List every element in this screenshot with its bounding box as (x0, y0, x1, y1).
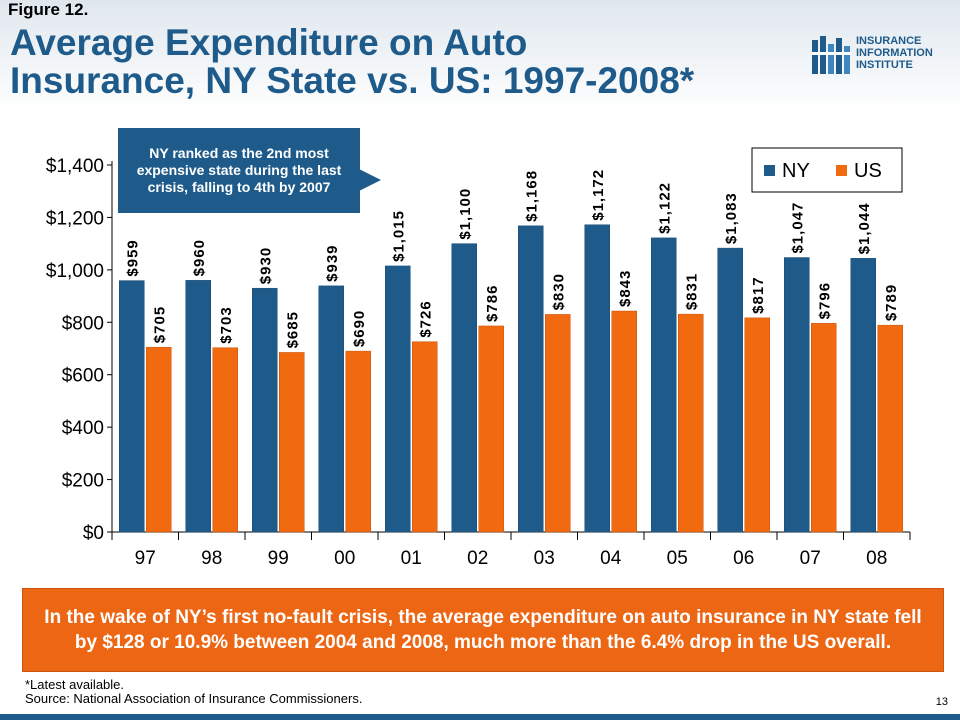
data-label-us: $726 (418, 300, 435, 337)
data-label-us: $831 (684, 273, 701, 310)
bar-chart: $0 $200 $400 $600 $800 $1,000 $1,200 $1,400 97 98… (46, 147, 911, 569)
x-tick-label: 99 (268, 548, 289, 569)
bar-us (611, 310, 637, 533)
data-label-ny: $939 (324, 244, 341, 281)
summary-box: In the wake of NY’s first no-fault crisi… (22, 588, 944, 672)
bar-us (478, 325, 504, 533)
bar-ny (584, 224, 610, 533)
x-tick-label: 05 (667, 548, 688, 569)
legend-swatch-us (836, 165, 847, 176)
y-tick-label: $1,200 (46, 208, 104, 229)
x-tick-label: 03 (534, 548, 555, 569)
data-label-ny: $1,083 (723, 192, 740, 244)
data-label-ny: $1,047 (790, 202, 807, 254)
x-tick-label: 02 (467, 548, 488, 569)
title-line-2: Insurance, NY State vs. US: 1997-2008* (10, 60, 695, 101)
legend-box (751, 147, 903, 193)
x-tick-label: 04 (600, 548, 622, 569)
bar-ny (717, 247, 743, 533)
footnote-latest: *Latest available. (25, 677, 125, 692)
bar-us (212, 347, 238, 533)
data-label-ny: $1,172 (590, 169, 607, 221)
y-tick-label: $800 (62, 313, 104, 334)
bar-ny (252, 287, 278, 533)
x-tick-label: 06 (733, 548, 754, 569)
x-tick-label: 97 (135, 548, 156, 569)
data-label-us: $786 (484, 285, 501, 322)
bar-us (412, 341, 438, 533)
logo-line-1: INSURANCE (856, 35, 922, 47)
x-tick-label: 01 (401, 548, 422, 569)
bar-us (146, 346, 172, 533)
legend-label-ny: NY (782, 160, 810, 182)
y-tick-label: $200 (62, 471, 104, 492)
y-tick-label: $1,400 (46, 156, 104, 177)
data-label-ny: $1,015 (391, 210, 408, 262)
data-label-us: $703 (218, 306, 235, 343)
data-label-us: $705 (152, 306, 169, 343)
page-number: 13 (935, 696, 948, 708)
logo-line-3: INSTITUTE (856, 59, 913, 71)
data-label-ny: $1,168 (524, 170, 541, 222)
bar-ny (451, 243, 477, 533)
x-tick-label: 08 (866, 548, 887, 569)
bar-us (877, 324, 903, 533)
data-label-ny: $1,122 (657, 182, 674, 234)
data-label-us: $830 (551, 273, 568, 310)
logo-line-2: INFORMATION (856, 47, 933, 59)
callout-pointer (357, 168, 381, 192)
data-label-ny: $1,044 (856, 202, 873, 254)
iii-logo: INSURANCE INFORMATION INSTITUTE (812, 34, 954, 82)
summary-text: In the wake of NY’s first no-fault crisi… (44, 607, 922, 653)
legend-label-us: US (854, 160, 882, 182)
data-label-us: $789 (883, 284, 900, 321)
callout-text: NY ranked as the 2nd most expensive stat… (136, 145, 342, 195)
bar-us (744, 317, 770, 533)
bar-ny (185, 280, 211, 533)
bar-us (345, 350, 371, 533)
bar-us (678, 313, 704, 533)
iii-logo-icon (812, 36, 852, 74)
logo-text: INSURANCE INFORMATION INSTITUTE (856, 35, 933, 71)
x-tick-label: 98 (201, 548, 222, 569)
y-tick-label: $400 (62, 418, 104, 439)
data-label-us: $690 (351, 310, 368, 347)
data-label-us: $796 (817, 282, 834, 319)
y-tick-label: $0 (83, 523, 104, 544)
data-label-us: $685 (285, 311, 302, 348)
x-tick-label: 00 (334, 548, 355, 569)
header-band (0, 0, 960, 112)
bar-ny (518, 225, 544, 533)
bar-ny (651, 237, 677, 533)
figure-label: Figure 12. (8, 0, 89, 19)
bar-us (279, 352, 305, 533)
footnote-source: Source: National Association of Insuranc… (25, 691, 363, 706)
bar-ny (385, 265, 411, 533)
bar-ny (119, 280, 145, 533)
bar-ny (318, 285, 344, 533)
bar-ny (784, 257, 810, 533)
y-tick-label: $1,000 (46, 261, 104, 282)
bottom-bar (0, 714, 960, 720)
legend-swatch-ny (764, 165, 775, 176)
x-tick-label: 07 (800, 548, 821, 569)
data-label-us: $817 (750, 276, 767, 313)
bar-us (811, 323, 837, 533)
callout-box: NY ranked as the 2nd most expensive stat… (118, 128, 360, 213)
title-line-1: Average Expenditure on Auto (10, 22, 528, 63)
data-label-ny: $960 (191, 239, 208, 276)
data-label-ny: $1,100 (457, 188, 474, 240)
data-label-ny: $930 (258, 247, 275, 284)
page-title: Average Expenditure on Auto Insurance, N… (10, 24, 800, 100)
data-label-us: $843 (617, 270, 634, 307)
bar-us (545, 314, 571, 533)
footnote: *Latest available. Source: National Asso… (25, 678, 362, 706)
data-label-ny: $959 (125, 239, 142, 276)
bar-ny (850, 258, 876, 533)
y-tick-label: $600 (62, 366, 104, 387)
